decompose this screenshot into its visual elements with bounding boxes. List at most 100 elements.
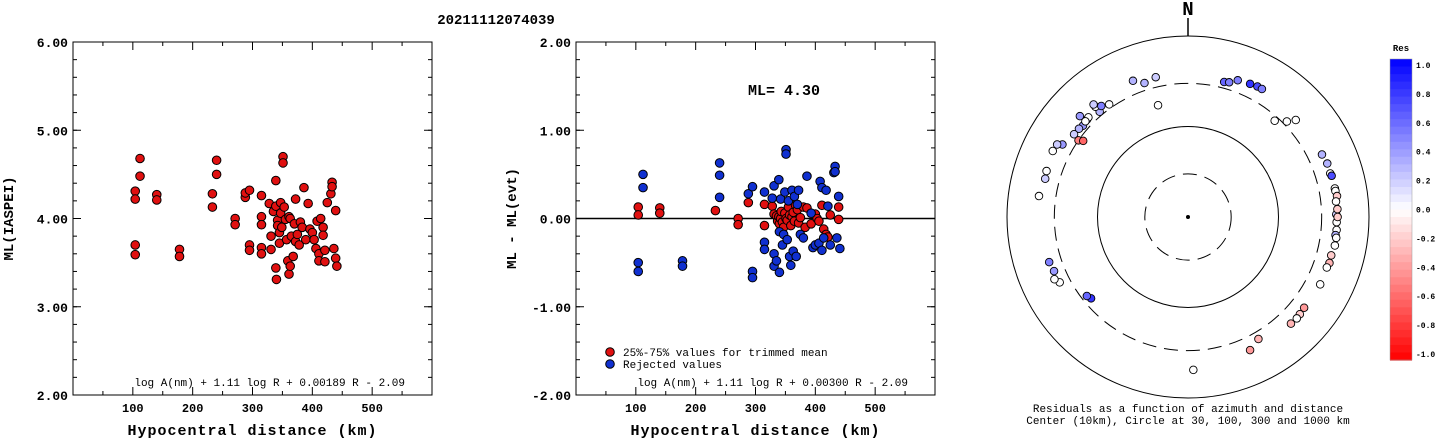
data-point [256,219,267,230]
data-point [320,256,330,267]
data-point [320,245,330,256]
data-point [747,272,758,283]
distance-ring [1097,126,1279,308]
north-label: N [1182,0,1193,21]
station-point [1331,233,1341,243]
x-tick-label: 500 [864,402,886,416]
polar-caption-line2: Center (10km), Circle at 30, 100, 300 an… [1026,416,1350,428]
colorbar-segment [1390,81,1412,90]
colorbar-segment [1390,269,1412,278]
data-point [130,240,141,250]
x-tick-label: 100 [122,402,144,416]
station-point [1245,345,1255,355]
colorbar-tick-label: -0.8 [1416,322,1435,331]
ml-annotation: ML= 4.30 [748,83,820,100]
colorbar-segment [1390,164,1412,173]
data-point [710,205,721,216]
station-point [1104,100,1114,109]
data-point [771,256,782,266]
data-point [786,260,796,271]
data-point [244,245,255,256]
colorbar-tick-label: 0.4 [1416,149,1431,158]
colorbar-segment [1390,134,1412,143]
data-point [817,245,827,256]
data-point [825,240,836,250]
data-point [318,230,328,241]
data-point [633,257,644,268]
x-tick-label: 300 [745,402,767,416]
station-point [1233,76,1243,85]
data-point [271,274,282,285]
station-point [1292,314,1302,323]
data-point [714,170,725,181]
y-tick-label: -1.00 [532,301,571,316]
data-point [781,149,791,159]
colorbar-segment [1390,329,1412,339]
data-point [821,185,831,196]
data-point [743,197,754,208]
colorbar-segment [1390,89,1412,98]
data-point [743,188,754,199]
colorbar-segment [1390,322,1412,331]
y-tick-label: 3.00 [37,301,68,316]
station-point [1052,140,1062,149]
station-point [1097,101,1106,111]
station-point [1075,111,1085,121]
panel-magnitude-vs-distance: 100 200 300 400 500 2.00 3.00 4.00 5.00 6.00 Hypoc… [2,36,433,440]
x-tick-label: 400 [302,402,324,416]
y-axis-label: ML(IASPEI) [2,176,18,260]
station-point [1270,116,1279,125]
colorbar-tick-label: -0.4 [1416,264,1435,273]
station-point [1140,78,1149,88]
data-point [288,251,298,262]
data-point [835,243,845,254]
station-point [1330,241,1340,250]
y-tick-label: -2.00 [532,389,571,404]
x-tick-label: 400 [805,402,827,416]
station-point [1323,159,1332,168]
y-tick-label: 6.00 [37,36,68,51]
station-point [1291,115,1300,125]
colorbar-segment [1390,337,1412,346]
data-point [638,182,648,193]
data-point [633,210,644,220]
data-point [832,233,842,243]
data-point [130,194,141,204]
colorbar-segment [1390,232,1412,241]
data-point [285,261,295,271]
data-point [330,253,341,264]
data-point [769,181,779,191]
colorbar-segment [1390,239,1412,248]
data-point [230,219,240,230]
station-point [1049,266,1059,276]
event-id-title: 20211112074039 [437,13,555,29]
y-tick-label: 0.00 [540,213,571,228]
station-point [1189,365,1198,375]
panel-polar-residuals: N Residuals as a function of azimuth and … [1006,0,1435,428]
data-point [633,266,644,277]
colorbar-tick-label: -1.0 [1416,351,1435,360]
colorbar-segment [1390,156,1412,165]
data-point [256,249,267,259]
station-point [1282,117,1292,126]
station-point [1286,319,1296,328]
data-point [256,211,267,222]
colorbar-tick-label: -0.6 [1416,293,1435,302]
data-point [322,197,333,208]
data-point [330,205,341,216]
y-tick-label: 2.00 [37,389,68,404]
data-point [290,194,301,204]
station-point [1082,291,1092,301]
data-point [151,195,162,205]
station-point [1081,117,1090,126]
station-point [1034,191,1044,201]
data-point [792,199,803,210]
data-point [774,174,784,185]
data-point [759,220,770,231]
station-point [1299,303,1309,312]
x-axis-label: Hypocentral distance (km) [630,423,880,440]
data-point [733,219,743,230]
data-point [759,187,770,197]
legend-label: 25%-75% values for trimmed mean [623,348,828,360]
